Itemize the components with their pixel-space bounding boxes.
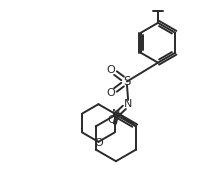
Text: S: S <box>123 75 131 88</box>
Text: C: C <box>108 115 115 125</box>
Text: O: O <box>94 138 103 148</box>
Text: N: N <box>124 99 132 109</box>
Text: O: O <box>107 65 116 75</box>
Text: N: N <box>112 109 121 119</box>
Text: O: O <box>107 88 116 98</box>
